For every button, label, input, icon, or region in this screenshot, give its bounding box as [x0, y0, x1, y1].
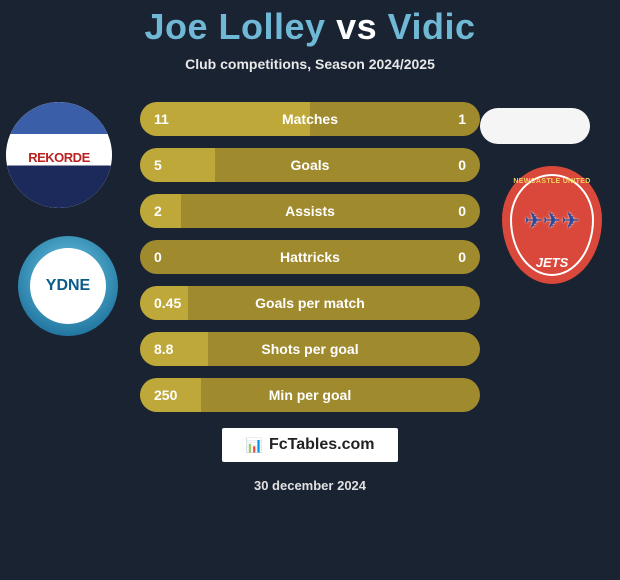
team1-badge: YDNE	[18, 236, 118, 336]
stat-label: Goals	[140, 157, 480, 173]
footer: 📊 FcTables.com 30 december 2024	[0, 428, 620, 493]
team1-badge-text: YDNE	[46, 277, 90, 295]
stat-row: 2Assists0	[140, 194, 480, 228]
team1-badge-inner: YDNE	[30, 248, 106, 324]
footer-date: 30 december 2024	[0, 478, 620, 493]
stat-value-right: 0	[436, 203, 466, 219]
header: Joe Lolley vs Vidic Club competitions, S…	[0, 0, 620, 72]
brand-badge: 📊 FcTables.com	[222, 428, 399, 462]
stat-row: 11Matches1	[140, 102, 480, 136]
stat-row: 0.45Goals per match	[140, 286, 480, 320]
player1-avatar: REKORDE	[6, 102, 112, 208]
stat-row: 8.8Shots per goal	[140, 332, 480, 366]
player2-avatar	[480, 108, 590, 144]
team2-badge-top-text: NEWCASTLE UNITED	[502, 178, 602, 185]
stat-label: Assists	[140, 203, 480, 219]
stat-value-right: 1	[436, 111, 466, 127]
stat-label: Matches	[140, 111, 480, 127]
team2-badge: NEWCASTLE UNITED ✈✈✈ JETS	[502, 166, 602, 284]
stat-label: Min per goal	[140, 387, 480, 403]
vs-label: vs	[336, 6, 377, 47]
stat-row: 250Min per goal	[140, 378, 480, 412]
stats-table: 11Matches15Goals02Assists00Hattricks00.4…	[140, 102, 480, 412]
stat-value-right: 0	[436, 157, 466, 173]
stat-label: Shots per goal	[140, 341, 480, 357]
content-area: REKORDE YDNE NEWCASTLE UNITED ✈✈✈ JETS 1…	[0, 102, 620, 412]
stat-row: 5Goals0	[140, 148, 480, 182]
player1-name: Joe Lolley	[144, 6, 325, 47]
planes-icon: ✈✈✈	[502, 208, 602, 234]
stat-row: 0Hattricks0	[140, 240, 480, 274]
avatar-overlay-text: REKORDE	[6, 150, 112, 165]
page-title: Joe Lolley vs Vidic	[0, 6, 620, 48]
brand-text: FcTables.com	[269, 436, 375, 454]
chart-icon: 📊	[246, 437, 263, 454]
stat-label: Hattricks	[140, 249, 480, 265]
stat-label: Goals per match	[140, 295, 480, 311]
team2-badge-bottom-text: JETS	[502, 255, 602, 270]
subtitle: Club competitions, Season 2024/2025	[0, 56, 620, 72]
stat-value-right: 0	[436, 249, 466, 265]
player2-name: Vidic	[388, 6, 476, 47]
